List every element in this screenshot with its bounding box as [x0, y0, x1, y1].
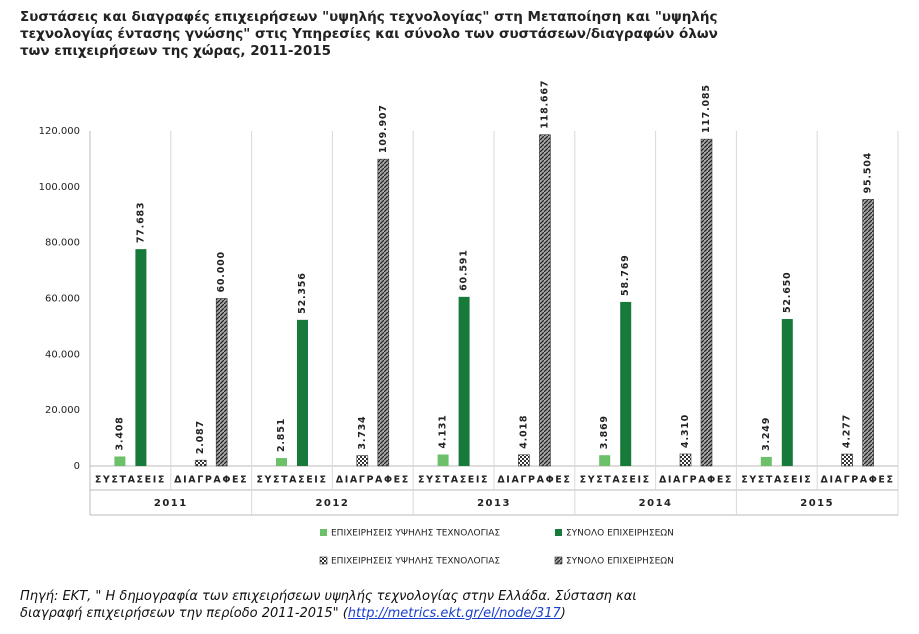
- legend-swatch: [319, 556, 328, 565]
- y-tick-label: 40.000: [45, 349, 80, 360]
- bar: [700, 138, 713, 467]
- bar: [539, 134, 551, 467]
- value-label: 3.869: [599, 415, 610, 449]
- chart-title: τεχνολογίας έντασης γνώσης" στις Υπηρεσί…: [20, 26, 718, 42]
- chart: Συστάσεις και διαγραφές επιχειρήσεων "υψ…: [20, 9, 899, 567]
- source-text: ): [560, 606, 566, 621]
- group-label: 2015: [800, 498, 834, 509]
- value-label: 52.356: [297, 272, 308, 313]
- bar: [458, 296, 470, 466]
- x-tick-label: ΣΥΣΤΑΣΕΙΣ: [418, 475, 489, 486]
- y-tick-label: 0: [74, 461, 80, 472]
- bar: [620, 301, 632, 466]
- legend-swatch: [555, 529, 562, 536]
- group-label: 2012: [315, 498, 349, 509]
- bar: [135, 249, 147, 466]
- x-tick-label: ΔΙΑΓΡΑΦΕΣ: [174, 475, 248, 486]
- x-tick-label: ΔΙΑΓΡΑΦΕΣ: [336, 475, 410, 486]
- group-label: 2014: [639, 498, 673, 509]
- x-tick-label: ΔΙΑΓΡΑΦΕΣ: [821, 475, 895, 486]
- source-link[interactable]: http://metrics.ekt.gr/el/node/317: [347, 606, 561, 621]
- source-text: διαγραφή επιχειρήσεων την περίοδο 2011-2…: [20, 606, 348, 621]
- value-label: 2.851: [276, 418, 287, 452]
- value-label: 4.018: [518, 415, 529, 449]
- source-text: Πηγή: ΕΚΤ, " Η δημογραφία των επιχειρήσε…: [20, 589, 637, 604]
- value-label: 3.734: [357, 416, 368, 450]
- x-tick-label: ΔΙΑΓΡΑΦΕΣ: [659, 475, 733, 486]
- x-tick-label: ΣΥΣΤΑΣΕΙΣ: [256, 475, 327, 486]
- value-label: 95.504: [863, 152, 874, 193]
- y-tick-label: 100.000: [39, 182, 80, 193]
- legend-swatch: [320, 529, 327, 536]
- bar: [114, 456, 126, 466]
- x-tick-label: ΣΥΣΤΑΣΕΙΣ: [580, 475, 651, 486]
- chart-title: Συστάσεις και διαγραφές επιχειρήσεων "υψ…: [20, 9, 717, 25]
- x-tick-label: ΣΥΣΤΑΣΕΙΣ: [95, 475, 166, 486]
- bar: [194, 459, 207, 467]
- bar: [276, 458, 287, 466]
- x-tick-label: ΔΙΑΓΡΑΦΕΣ: [497, 475, 571, 486]
- bar: [377, 158, 390, 467]
- value-label: 4.277: [842, 414, 853, 448]
- value-label: 60.000: [216, 251, 227, 292]
- bar: [356, 455, 369, 467]
- chart-title: των επιχειρήσεων της χώρας, 2011-2015: [20, 43, 331, 59]
- value-label: 2.087: [195, 420, 206, 454]
- bar: [599, 455, 611, 466]
- bar: [297, 319, 308, 466]
- bar: [518, 454, 530, 467]
- bar: [215, 298, 228, 467]
- bar: [760, 456, 772, 466]
- group-label: 2011: [154, 498, 188, 509]
- y-tick-label: 60.000: [45, 294, 80, 305]
- value-label: 4.310: [680, 414, 691, 448]
- value-label: 3.408: [114, 416, 125, 450]
- bar: [679, 453, 692, 467]
- legend-label: ΕΠΙΧΕΙΡΗΣΕΙΣ ΥΨΗΛΗΣ ΤΕΧΝΟΛΟΓΙΑΣ: [331, 529, 500, 539]
- value-label: 118.667: [539, 80, 550, 129]
- legend-label: ΕΠΙΧΕΙΡΗΣΕΙΣ ΥΨΗΛΗΣ ΤΕΧΝΟΛΟΓΙΑΣ: [331, 557, 500, 567]
- value-label: 109.907: [378, 104, 389, 153]
- value-label: 3.249: [761, 417, 772, 451]
- bar: [862, 199, 874, 467]
- source: Πηγή: ΕΚΤ, " Η δημογραφία των επιχειρήσε…: [20, 588, 637, 622]
- y-tick-label: 80.000: [45, 238, 80, 249]
- bar: [437, 454, 449, 466]
- value-label: 52.650: [782, 272, 793, 313]
- value-label: 58.769: [620, 254, 631, 295]
- y-tick-label: 20.000: [45, 405, 80, 416]
- y-tick-label: 120.000: [39, 126, 80, 137]
- value-label: 4.131: [438, 414, 449, 448]
- bar: [781, 319, 793, 466]
- group-label: 2013: [477, 498, 511, 509]
- x-tick-label: ΣΥΣΤΑΣΕΙΣ: [741, 475, 812, 486]
- legend-label: ΣΥΝΟΛΟ ΕΠΙΧΕΙΡΗΣΕΩΝ: [566, 557, 674, 567]
- bar: [841, 453, 853, 467]
- value-label: 60.591: [459, 249, 470, 290]
- value-label: 117.085: [701, 84, 712, 133]
- legend-swatch: [554, 556, 563, 565]
- value-label: 77.683: [135, 202, 146, 243]
- legend-label: ΣΥΝΟΛΟ ΕΠΙΧΕΙΡΗΣΕΩΝ: [566, 529, 674, 539]
